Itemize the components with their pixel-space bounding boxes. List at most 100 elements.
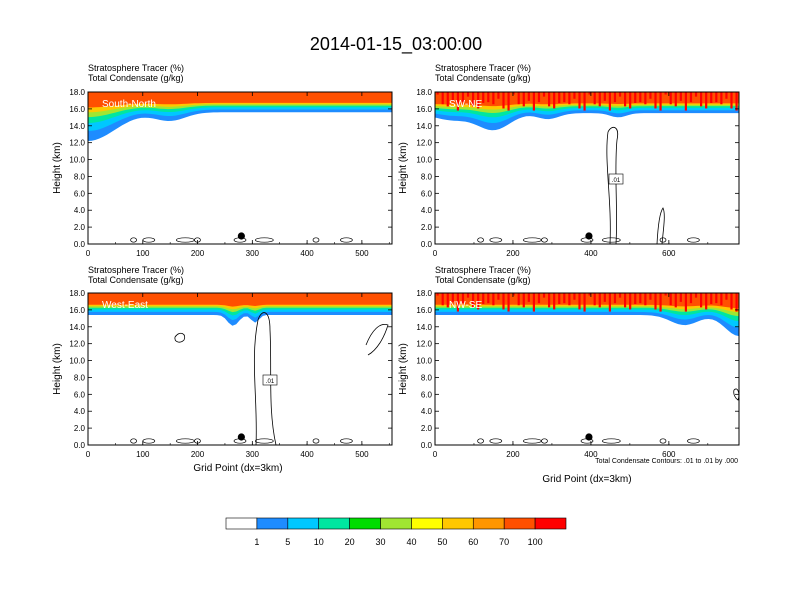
tracer-stripe bbox=[578, 293, 581, 310]
colorbar-swatch bbox=[349, 517, 381, 530]
y-tick-label: 16.0 bbox=[69, 105, 85, 114]
tracer-stripe bbox=[537, 293, 541, 304]
colorbar-swatch bbox=[225, 517, 258, 530]
y-tick-label: 12.0 bbox=[69, 139, 85, 148]
x-tick-label: 200 bbox=[191, 249, 205, 258]
tracer-stripe bbox=[451, 92, 454, 101]
y-tick-label: 18.0 bbox=[416, 88, 432, 97]
tracer-stripe bbox=[451, 293, 454, 302]
tracer-stripe bbox=[624, 92, 627, 107]
tracer-stripe bbox=[593, 92, 596, 105]
tracer-stripe bbox=[466, 92, 470, 97]
tracer-stripe bbox=[715, 293, 718, 304]
panel-label: NW-SE bbox=[449, 300, 482, 311]
plot-area bbox=[435, 293, 739, 445]
colorbar-label: 5 bbox=[285, 537, 290, 547]
panel-south-north: Stratosphere Tracer (%) Total Condensate… bbox=[52, 63, 393, 258]
tracer-stripe bbox=[487, 92, 490, 103]
tracer-stripe bbox=[542, 92, 546, 97]
tracer-stripe bbox=[456, 92, 459, 111]
tracer-stripe bbox=[558, 293, 561, 304]
y-tick-label: 4.0 bbox=[421, 407, 433, 416]
tracer-stripe bbox=[558, 92, 561, 103]
y-tick-label: 12.0 bbox=[69, 340, 85, 349]
colorbar-swatch bbox=[287, 517, 320, 530]
x-tick-label: 200 bbox=[191, 450, 205, 459]
tracer-stripe bbox=[730, 92, 733, 109]
tracer-stripe bbox=[492, 293, 495, 306]
colorbar-label: 20 bbox=[345, 537, 355, 547]
y-tick-label: 12.0 bbox=[416, 340, 432, 349]
tracer-stripe bbox=[694, 92, 698, 97]
panel-subtitle-condensate: Total Condensate (g/kg) bbox=[88, 275, 184, 285]
tracer-stripe bbox=[497, 293, 500, 300]
tracer-stripe bbox=[563, 293, 566, 304]
tracer-stripe bbox=[669, 293, 672, 306]
tracer-stripe bbox=[446, 92, 449, 107]
condensate-contour bbox=[254, 438, 274, 444]
tracer-stripe bbox=[542, 293, 546, 298]
condensate-contour bbox=[477, 237, 484, 243]
tracer-stripe bbox=[436, 293, 439, 296]
condensate-contour bbox=[541, 237, 548, 243]
tracer-stripe bbox=[583, 293, 586, 312]
tracer-band-5 bbox=[435, 293, 739, 309]
tracer-stripe bbox=[679, 293, 682, 302]
x-tick-label: 600 bbox=[662, 249, 676, 258]
y-axis-label: Height (km) bbox=[398, 142, 409, 194]
tracer-stripe bbox=[710, 293, 713, 304]
x-tick-label: 100 bbox=[136, 450, 150, 459]
tracer-stripe bbox=[649, 293, 652, 300]
y-tick-label: 10.0 bbox=[69, 156, 85, 165]
colorbar-label: 10 bbox=[314, 537, 324, 547]
tracer-stripe bbox=[720, 92, 723, 105]
condensate-contour bbox=[477, 438, 484, 444]
x-tick-label: 200 bbox=[506, 450, 520, 459]
panel-subtitle-tracer: Stratosphere Tracer (%) bbox=[435, 63, 531, 73]
tracer-stripe bbox=[639, 293, 642, 304]
x-tick-label: 600 bbox=[662, 450, 676, 459]
colorbar-label: 100 bbox=[528, 537, 543, 547]
y-tick-label: 2.0 bbox=[74, 223, 86, 232]
tracer-stripe bbox=[522, 293, 525, 308]
tracer-stripe bbox=[689, 293, 693, 304]
tracer-stripe bbox=[613, 293, 617, 304]
condensate-contour bbox=[687, 438, 700, 444]
tracer-stripe bbox=[715, 92, 718, 103]
condensate-contour bbox=[659, 237, 667, 243]
tracer-stripe bbox=[568, 92, 571, 105]
tracer-stripe bbox=[644, 92, 647, 105]
tracer-stripe bbox=[608, 92, 611, 111]
colorbar-swatch bbox=[472, 517, 505, 530]
colorbar-label: 50 bbox=[437, 537, 447, 547]
panel-subtitle-tracer: Stratosphere Tracer (%) bbox=[88, 63, 184, 73]
tracer-stripe bbox=[461, 92, 465, 103]
condensate-contour bbox=[601, 438, 621, 444]
condensate-contour bbox=[687, 237, 700, 243]
y-tick-label: 8.0 bbox=[74, 373, 86, 382]
tracer-stripe bbox=[618, 293, 622, 298]
plot-area bbox=[88, 92, 392, 244]
y-axis-label: Height (km) bbox=[52, 142, 63, 194]
tracer-stripe bbox=[588, 92, 591, 95]
tracer-stripe bbox=[689, 92, 693, 103]
y-tick-label: 6.0 bbox=[74, 189, 86, 198]
tracer-stripe bbox=[527, 293, 530, 302]
tracer-stripe bbox=[446, 293, 449, 308]
panel-subtitle-condensate: Total Condensate (g/kg) bbox=[435, 275, 531, 285]
colorbar-swatch bbox=[256, 517, 289, 530]
x-tick-label: 400 bbox=[584, 249, 598, 258]
tracer-stripe bbox=[664, 92, 667, 95]
y-tick-label: 14.0 bbox=[416, 122, 432, 131]
tracer-stripe bbox=[461, 293, 465, 304]
tracer-stripe bbox=[456, 293, 459, 312]
tracer-stripe bbox=[436, 92, 439, 95]
x-axis-label: Grid Point (dx=3km) bbox=[542, 474, 631, 485]
tracer-stripe bbox=[710, 92, 713, 103]
condensate-contour bbox=[733, 388, 739, 401]
location-marker bbox=[237, 433, 245, 441]
y-tick-label: 6.0 bbox=[421, 390, 433, 399]
figure-title: 2014-01-15_03:00:00 bbox=[310, 34, 482, 55]
y-tick-label: 0.0 bbox=[421, 240, 433, 249]
x-tick-label: 100 bbox=[136, 249, 150, 258]
